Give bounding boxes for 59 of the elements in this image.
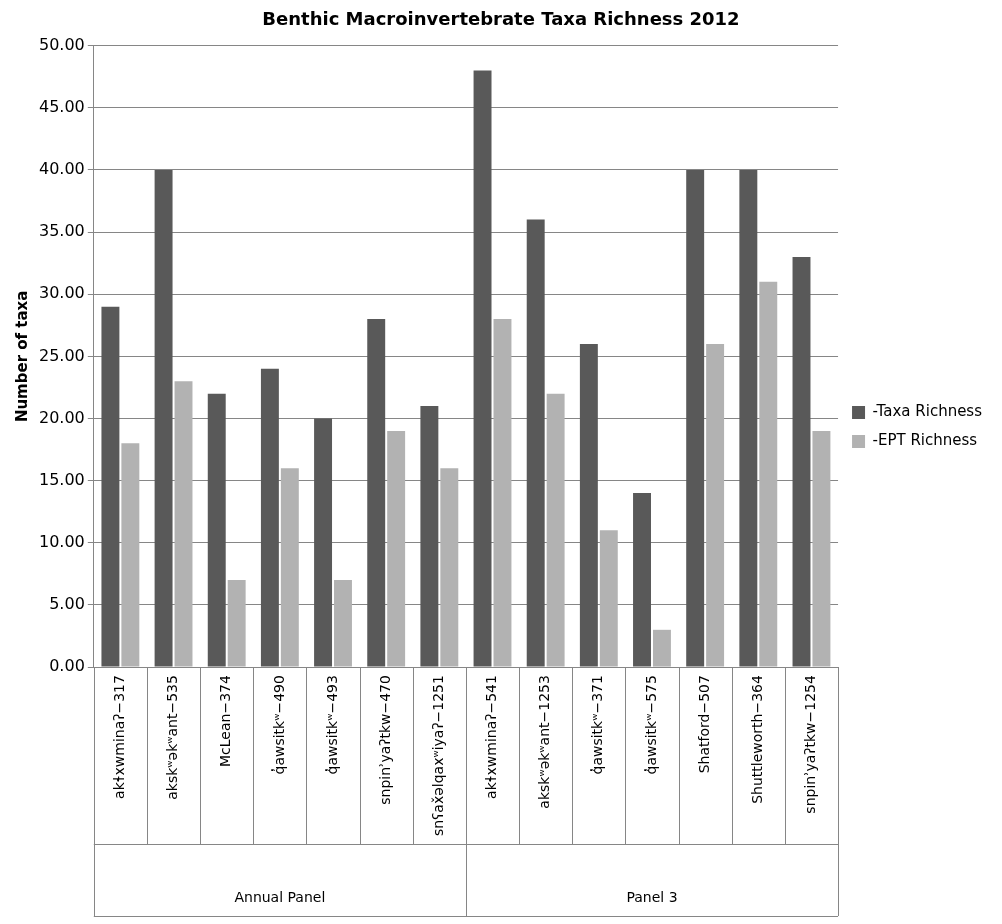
bar (227, 580, 246, 667)
bar (473, 70, 492, 667)
x-tick-label: akɬxwminaʔ−317 (111, 675, 128, 799)
legend-label: -Taxa Richness (872, 402, 983, 421)
bar (493, 319, 512, 667)
bar (706, 343, 725, 667)
text: Annual Panel (234, 888, 326, 905)
y-tick-label: 40.00 (38, 159, 85, 179)
bar (387, 430, 406, 667)
y-tick-label: 30.00 (38, 283, 85, 303)
y-tick-label: 35.00 (38, 221, 85, 241)
x-tick-label: q̓awsitkʷ−575 (642, 675, 659, 775)
y-tick-label: 0.00 (49, 656, 85, 676)
chart-title: Benthic Macroinvertebrate Taxa Richness 2012 (262, 8, 740, 30)
bar (812, 430, 831, 667)
text: Panel 3 (626, 888, 678, 905)
bar (260, 368, 279, 667)
x-tick-label: McLean−374 (217, 675, 234, 767)
bar (154, 169, 173, 667)
bar (739, 169, 758, 667)
bar (686, 169, 705, 667)
bar (526, 219, 545, 667)
bar (101, 306, 120, 667)
y-tick-label: 45.00 (38, 96, 85, 116)
bar (759, 281, 778, 667)
legend-label: -EPT Richness (872, 431, 978, 450)
y-axis-title: Number of taxa (12, 290, 31, 423)
bar (314, 418, 333, 667)
bar (280, 468, 299, 667)
x-tick-label: snpinʾyaʔtkw−1254 (802, 675, 819, 814)
x-tick-label: akskʷəkʷant−1253 (536, 675, 553, 809)
bar (174, 381, 193, 667)
bar (121, 443, 140, 667)
bar (633, 493, 651, 667)
x-tick-label: q̓awsitkʷ−493 (323, 675, 340, 775)
y-tick-label: 10.00 (38, 531, 85, 551)
bar (652, 629, 671, 667)
x-tick-label: snpinʾyaʔtkw−470 (376, 675, 393, 805)
y-tick-label: 25.00 (38, 345, 85, 365)
x-tick-label: akskʷəkʷant−535 (164, 675, 181, 800)
y-tick-label: 50.00 (38, 34, 85, 54)
bar (334, 580, 352, 667)
x-tick-label: q̓awsitkʷ−371 (589, 675, 606, 775)
x-tick-label: q̓awsitkʷ−490 (270, 675, 287, 775)
bar (599, 530, 618, 667)
y-tick-label: 5.00 (49, 594, 85, 614)
bar (579, 343, 598, 667)
bar (367, 319, 386, 667)
bar (440, 468, 459, 667)
x-tick-label: snʕax̌əlqaxʷiyaʔ−1251 (429, 675, 446, 837)
bar (207, 393, 226, 667)
x-tick-label: Shatford−507 (695, 675, 712, 774)
y-tick-label: 20.00 (38, 407, 85, 427)
bar (792, 256, 811, 667)
y-tick-label: 15.00 (38, 469, 85, 489)
bar (420, 406, 439, 667)
x-tick-label: akɬxwminaʔ−541 (483, 675, 500, 799)
x-tick-label: Shuttleworth−364 (748, 675, 765, 804)
bar (546, 393, 565, 667)
